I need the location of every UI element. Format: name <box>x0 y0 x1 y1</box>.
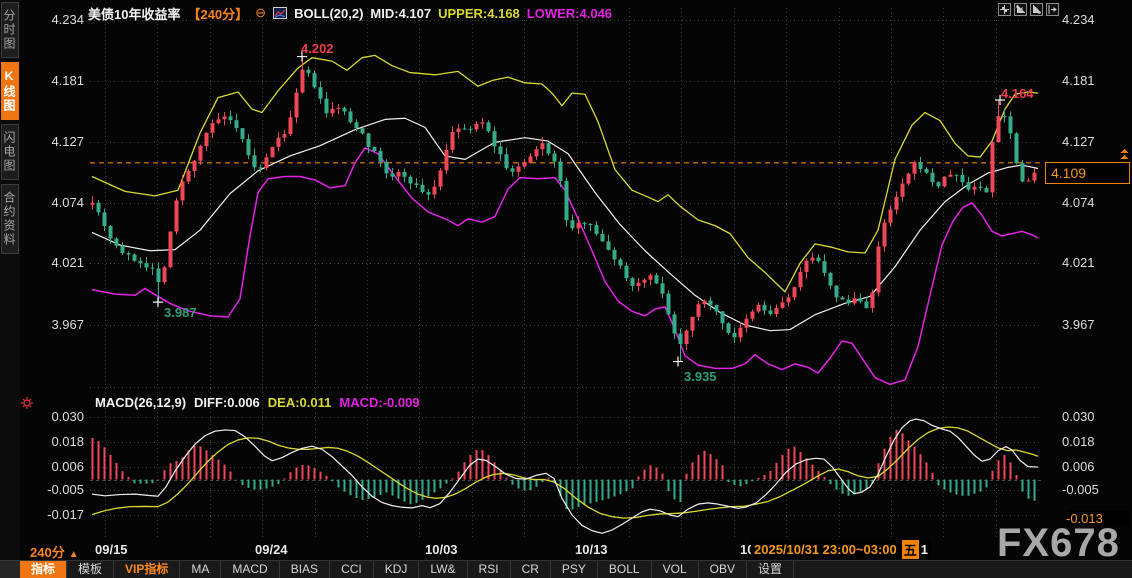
toolbar-item-macd[interactable]: MACD <box>221 561 280 578</box>
toolbar-item-ma[interactable]: MA <box>180 561 222 578</box>
toolbar-item-bias[interactable]: BIAS <box>280 561 331 578</box>
toolbar-item-obv[interactable]: OBV <box>699 561 747 578</box>
toolbar-item-indicators[interactable]: 指标 <box>20 561 68 578</box>
circled-minus-icon[interactable]: ⊖ <box>255 5 267 20</box>
toolbar-item-lw[interactable]: LW& <box>419 561 468 578</box>
toolbar-item-rsi[interactable]: RSI <box>468 561 511 578</box>
macd-axis-right-label: 0.030 <box>1062 409 1095 424</box>
toolbar-item-psy[interactable]: PSY <box>551 561 598 578</box>
macd-header: MACD(26,12,9) DIFF:0.006 DEA:0.011 MACD:… <box>95 395 420 410</box>
period-label: 【240分】 <box>187 6 249 22</box>
macd-name-label[interactable]: MACD(26,12,9) <box>95 395 187 410</box>
price-axis-left-label: 4.021 <box>51 255 84 270</box>
price-axis-right-label: 4.021 <box>1062 255 1095 270</box>
macd-axis-left-label: -0.005 <box>47 482 84 497</box>
move-tool-icon[interactable] <box>998 3 1011 16</box>
toolbar-item-cci[interactable]: CCI <box>330 561 374 578</box>
price-axis-left-label: 3.967 <box>51 317 84 332</box>
macd-dea-value: DEA:0.011 <box>267 395 332 410</box>
tooltip-weekday-badge: 五 <box>901 540 919 559</box>
bottom-left-corner <box>0 560 20 578</box>
period-up-arrow-icon: ▲ <box>68 549 79 560</box>
instrument-title: 美债10年收益率 <box>88 6 181 22</box>
toolbar-item-settings[interactable]: 设置 <box>747 561 794 578</box>
tooltip-suffix: 1 <box>920 542 929 557</box>
price-axis-left-label: 4.181 <box>51 73 84 88</box>
axis-scale-left-icon[interactable] <box>1014 3 1027 16</box>
price-axis-left-label: 4.074 <box>51 195 84 210</box>
toolbar-item-cr[interactable]: CR <box>511 561 551 578</box>
x-axis-date: 10/13 <box>575 542 608 557</box>
price-axis-left-label: 4.234 <box>51 12 84 27</box>
price-axis-left-label: 4.127 <box>51 134 84 149</box>
price-axis-right-label: 4.127 <box>1062 134 1095 149</box>
boll-indicator-label[interactable]: BOLL(20,2) <box>294 5 364 21</box>
price-axis-right-label: 4.234 <box>1062 12 1095 27</box>
sidebar-item-lightning[interactable]: 闪电图 <box>1 124 19 180</box>
sidebar-item-contract-info[interactable]: 合约资料 <box>1 184 19 254</box>
macd-axis-right-label: 0.006 <box>1062 459 1095 474</box>
indicator-settings-icon[interactable] <box>21 396 33 414</box>
macd-axis-left-label: 0.030 <box>51 409 84 424</box>
x-axis-row: 240分▲ 09/15 09/24 10/03 10/13 10/2 2025/… <box>0 540 1132 560</box>
macd-current-value-badge: -0.013 <box>1066 510 1130 527</box>
macd-axis-left-label: 0.006 <box>51 459 84 474</box>
low-annotation: 3.935 <box>684 369 717 384</box>
tooltip-datetime: 2025/10/31 23:00~03:00 <box>754 542 897 557</box>
x-axis-date: 09/15 <box>95 542 128 557</box>
current-price-badge: 4.109 <box>1045 162 1130 184</box>
toolbar-item-vip-indicators[interactable]: VIP指标 <box>114 561 181 578</box>
boll-lower-value: LOWER:4.046 <box>526 5 613 21</box>
macd-axis-left-label: 0.018 <box>51 434 84 449</box>
axis-scale-right-icon[interactable] <box>1030 3 1043 16</box>
price-axis-right-label: 4.074 <box>1062 195 1095 210</box>
toolbar-item-kdj[interactable]: KDJ <box>374 561 420 578</box>
toolbar-item-boll[interactable]: BOLL <box>598 561 652 578</box>
chart-tool-icons <box>998 3 1059 16</box>
toolbar-item-vol[interactable]: VOL <box>652 561 699 578</box>
macd-axis-right-label: 0.018 <box>1062 434 1095 449</box>
macd-axis-left-label: -0.017 <box>47 507 84 522</box>
title-bar: 美债10年收益率 【240分】 ⊖ BOLL(20,2) MID:4.107 U… <box>88 4 612 22</box>
sidebar-item-timeshare[interactable]: 分时图 <box>1 2 19 58</box>
x-axis-date: 09/24 <box>255 542 288 557</box>
macd-hist-value: MACD:-0.009 <box>339 395 420 410</box>
price-axis-right-label: 4.181 <box>1062 73 1095 88</box>
price-alert-arrows-icon[interactable] <box>1118 149 1131 167</box>
x-axis-date: 10/03 <box>425 542 458 557</box>
boll-mid-value: MID:4.107 <box>370 5 432 21</box>
high-annotation: 4.202 <box>301 41 334 56</box>
sidebar-item-kline[interactable]: K线图 <box>1 62 19 120</box>
toolbar-item-templates[interactable]: 模板 <box>67 561 115 578</box>
fx678-watermark: FX678 <box>997 521 1120 565</box>
price-axis-right-label: 3.967 <box>1062 317 1095 332</box>
low-annotation: 3.987 <box>164 305 197 320</box>
period-selector[interactable]: 240分 ▲ <box>30 545 79 560</box>
left-sidebar: 分时图 K线图 闪电图 合约资料 <box>0 0 20 560</box>
high-annotation: 4.164 <box>1001 86 1034 101</box>
indicator-toolbar: 指标 模板 VIP指标 MA MACD BIAS CCI KDJ LW& RSI… <box>20 560 1132 578</box>
macd-diff-value: DIFF:0.006 <box>194 395 260 410</box>
boll-upper-value: UPPER:4.168 <box>438 5 520 21</box>
pan-right-icon[interactable] <box>1046 3 1059 16</box>
mini-chart-icon[interactable] <box>273 7 288 19</box>
crosshair-datetime-tooltip: 2025/10/31 23:00~03:00 五 1 <box>751 540 932 559</box>
macd-axis-right-label: -0.005 <box>1062 482 1099 497</box>
